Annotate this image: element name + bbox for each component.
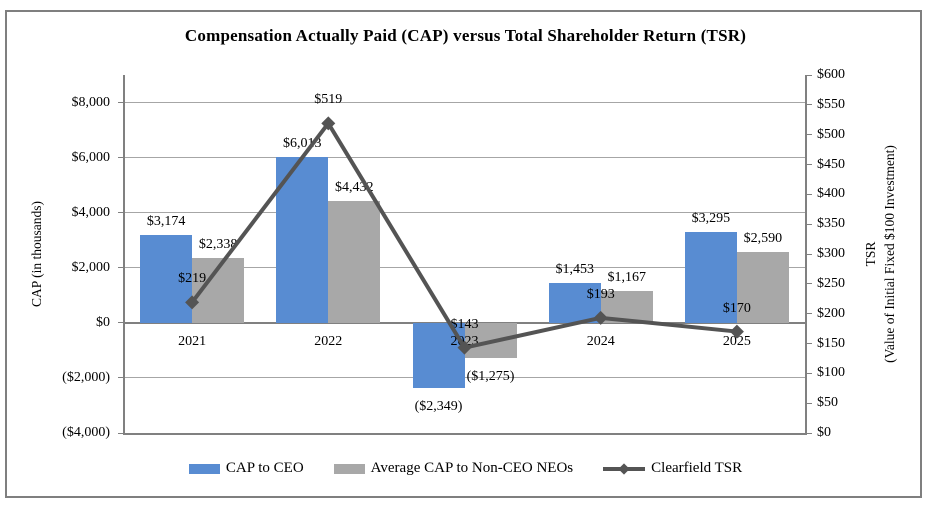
chart-title: Compensation Actually Paid (CAP) versus …: [184, 26, 747, 45]
left-axis-tick: [118, 212, 124, 214]
data-label-average-cap-to-non-ceo-neos: $2,338: [198, 237, 238, 253]
legend-label-average-cap-to-non-ceo-neos: Average CAP to Non-CEO NEOs: [370, 460, 574, 476]
right-axis-tick-label: $350: [817, 216, 845, 232]
right-axis-tick: [807, 164, 812, 165]
right-axis-tick: [807, 74, 812, 76]
right-axis-tick: [807, 432, 812, 434]
bar-average-cap-to-non-ceo-neos: [736, 251, 789, 323]
right-axis-tick: [807, 372, 812, 374]
gridline: [124, 377, 805, 379]
right-axis-tick-label: $600: [817, 67, 845, 82]
left-axis-tick-label: ($4,000): [62, 425, 110, 440]
bar-average-cap-to-non-ceo-neos: [192, 258, 245, 323]
left-axis-tick: [118, 377, 124, 379]
data-label-average-cap-to-non-ceo-neos: $1,167: [607, 269, 646, 285]
data-label-tsr: $193: [586, 286, 615, 302]
right-axis-tick-label: $200: [817, 305, 845, 321]
legend-item-cap-to-ceo: CAP to CEO: [188, 460, 304, 477]
data-label-cap-to-ceo: ($2,349): [414, 398, 463, 414]
right-axis-title-line1: TSR: [863, 241, 878, 267]
right-axis-tick-label: $550: [817, 96, 845, 112]
right-axis-tick-label: $0: [817, 425, 831, 440]
category-label: 2024: [586, 333, 615, 349]
data-label-tsr: $143: [450, 316, 479, 332]
data-label-cap-to-ceo: $3,174: [146, 214, 186, 230]
left-axis-tick-label: $0: [96, 314, 110, 330]
right-axis-tick: [807, 253, 812, 255]
legend-swatch-cap-to-ceo: [188, 463, 220, 474]
gridline: [124, 102, 805, 104]
left-axis-tick-label: ($2,000): [62, 369, 110, 385]
right-axis-title: TSR (Value of Initial Fixed $100 Investm…: [861, 145, 899, 363]
data-label-average-cap-to-non-ceo-neos: $4,432: [335, 179, 374, 195]
category-label: 2023: [450, 333, 479, 349]
legend-diamond-marker-icon: [618, 462, 630, 475]
left-axis-line: [123, 75, 125, 433]
right-axis-tick: [807, 104, 812, 106]
right-axis-title-line2: (Value of Initial Fixed $100 Investment): [882, 145, 897, 363]
right-axis-tick: [807, 134, 812, 136]
right-axis-tick-label: $450: [817, 156, 845, 172]
legend: CAP to CEO Average CAP to Non-CEO NEOs Cle…: [0, 460, 931, 477]
right-axis-tick: [807, 283, 812, 285]
legend-item-clearfield-tsr: Clearfield TSR: [603, 460, 742, 477]
category-label: 2025: [722, 333, 751, 349]
bar-cap-to-ceo: [140, 235, 193, 323]
data-label-tsr: $519: [314, 92, 343, 108]
left-axis-tick: [118, 267, 124, 269]
right-axis-tick-label: $400: [817, 186, 845, 202]
left-axis-tick: [118, 432, 124, 434]
right-axis-tick: [807, 223, 812, 225]
right-axis-tick-label: $500: [817, 126, 845, 142]
left-axis-tick-label: $8,000: [71, 94, 111, 110]
data-label-tsr: $170: [722, 300, 751, 316]
bar-average-cap-to-non-ceo-neos: [328, 200, 381, 323]
legend-label-cap-to-ceo: CAP to CEO: [225, 460, 304, 476]
data-label-tsr: $219: [178, 271, 207, 287]
right-axis-tick-label: $300: [817, 246, 845, 261]
x-axis-line: [123, 433, 807, 435]
figure-border: [5, 10, 922, 498]
legend-item-average-cap-to-non-ceo-neos: Average CAP to Non-CEO NEOs: [333, 460, 574, 477]
data-label-average-cap-to-non-ceo-neos: ($1,275): [466, 368, 515, 384]
right-axis-tick: [807, 343, 812, 344]
right-axis-tick: [807, 193, 812, 195]
left-axis-tick: [118, 102, 124, 104]
right-axis-tick: [807, 313, 812, 315]
data-label-cap-to-ceo: $6,013: [283, 136, 322, 152]
legend-swatch-clearfield-tsr: [603, 462, 646, 475]
left-axis-tick-label: $4,000: [71, 204, 111, 220]
right-axis-tick-label: $150: [817, 335, 845, 351]
right-axis-tick: [807, 402, 812, 404]
right-axis-tick-label: $250: [817, 275, 845, 291]
gridline: [124, 157, 805, 159]
right-axis-tick-label: $100: [817, 365, 845, 381]
category-label: 2022: [314, 333, 343, 349]
legend-swatch-average-cap-to-non-ceo-neos: [333, 463, 365, 474]
legend-label-clearfield-tsr: Clearfield TSR: [651, 460, 743, 476]
category-label: 2021: [178, 333, 207, 349]
left-axis-tick: [118, 157, 124, 159]
left-axis-tick-label: $6,000: [71, 149, 111, 165]
right-axis-line: [805, 75, 807, 434]
data-label-average-cap-to-non-ceo-neos: $2,590: [743, 230, 783, 246]
data-label-cap-to-ceo: $3,295: [691, 211, 731, 227]
left-axis-title: CAP (in thousands): [29, 200, 44, 308]
right-axis-tick-label: $50: [817, 395, 838, 411]
left-axis-tick-label: $2,000: [71, 259, 111, 275]
left-axis-tick: [118, 322, 124, 324]
